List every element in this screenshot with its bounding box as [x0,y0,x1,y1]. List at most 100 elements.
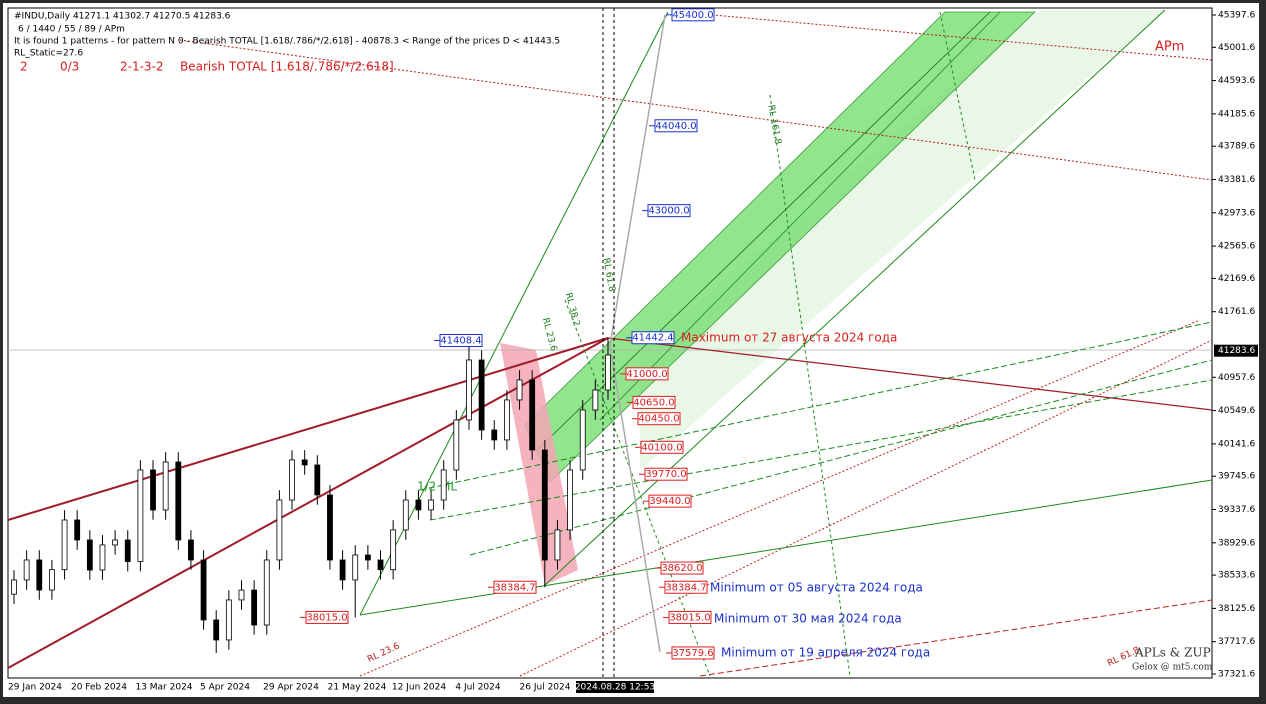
price-label: 38015.0 [669,612,710,623]
candle-body [440,469,447,501]
y-tick-label: 45001.6 [1218,43,1255,53]
candle-body [503,399,510,441]
candle-body [225,599,232,641]
x-tick-label: 5 Apr 2024 [200,683,250,693]
price-label-box [632,395,676,409]
y-tick-label: 40141.6 [1218,439,1255,449]
candle-body [377,559,384,571]
price-label-box [305,610,349,624]
price-label: 44040.0 [655,121,696,132]
candle-body [516,379,523,401]
price-label-box [654,119,698,133]
y-tick-label: 44593.6 [1218,76,1255,86]
candle-body [23,559,30,581]
candle-body [61,519,68,571]
price-label-box [648,494,692,508]
candle-body [238,589,245,601]
symbol-line: #INDU,Daily 41271.1 41302.7 41270.5 4128… [14,12,231,22]
pattern-code: 2-1-3-2 [120,60,164,74]
candle-body [554,529,561,561]
price-label-box [640,440,684,454]
price-label: 40650.0 [633,397,674,408]
current-price-label: 41283.6 [1218,346,1255,356]
candle-body [162,461,169,511]
candle-body [541,449,548,561]
price-label: 39440.0 [649,496,690,507]
y-tick-label: 41761.6 [1218,307,1255,317]
y-tick-label: 40549.6 [1218,406,1255,416]
x-tick-label: 20 Feb 2024 [71,683,127,693]
overlays [7,8,1213,678]
candle-body [415,499,422,511]
candle-body [49,569,55,591]
candle-body [289,459,295,501]
x-tick-label: 26 Jul 2024 [520,683,571,693]
settings-line: 6 / 1440 / 55 / 89 / APm [18,25,125,35]
price-label: 40450.0 [638,414,679,425]
candle-body [124,539,131,562]
brand: APLs & ZUP [1134,646,1211,660]
candle-body [402,499,409,531]
candle-body [314,464,321,496]
candle-body [200,559,207,621]
price-label: 45400.0 [672,10,713,21]
y-tick-label: 43789.6 [1218,142,1255,152]
candle-body [188,539,194,561]
price-label-box [664,580,708,594]
candle-body [36,559,43,591]
price-label: 37579.6 [672,648,713,659]
y-tick-label: 42973.6 [1218,208,1255,218]
x-tick-label: 21 May 2024 [328,683,387,693]
candle-body [327,494,333,561]
candle-body [491,429,498,441]
annotation: Minimum от 30 мая 2024 года [714,612,902,626]
annotation: 1/2 ML [417,480,457,494]
price-label-box [647,204,691,218]
pattern-line: It is found 1 patterns - for pattern N 0… [14,37,560,47]
candle-body [175,461,182,541]
price-label-box [671,646,715,660]
x-tick-label: 12 Jun 2024 [392,683,446,693]
price-label-box [671,8,715,22]
y-tick-label: 38929.6 [1218,538,1255,548]
candle-body [276,499,283,561]
candle-body [251,589,258,626]
price-label: 43000.0 [648,206,689,217]
price-label: 41408.4 [440,336,481,347]
y-tick-label: 39337.6 [1218,505,1255,515]
pattern-name: Bearish TOTAL [1.618/.786/*/2.618] [180,60,394,74]
candle-body [567,469,573,531]
price-label-box [668,610,712,624]
y-tick-label: 37717.6 [1218,637,1255,647]
candle-body [466,359,472,421]
price-label: 41442.4 [632,333,673,344]
y-tick-label: 37321.6 [1218,670,1255,680]
candle-body [592,389,599,411]
candle-body [112,539,119,546]
y-tick-label: 42565.6 [1218,242,1255,252]
price-label: 40100.0 [641,442,682,453]
candle-body [390,529,397,571]
price-label-box [631,331,675,345]
y-tick-label: 42169.6 [1218,274,1255,284]
annotation: Minimum от 05 августа 2024 года [710,581,923,595]
candle-body [11,579,17,595]
price-label: 38384.7 [494,582,535,593]
price-label: 39770.0 [645,469,686,480]
y-tick-label: 38533.6 [1218,571,1255,581]
candle-body [86,539,93,571]
price-label-box [625,367,669,381]
price-label-box [493,580,537,594]
site: Gelox @ mt5.com [1132,663,1213,673]
pattern-count: 0/3 [60,60,79,74]
y-tick-label: 43381.6 [1218,175,1255,185]
candle-body [74,519,81,541]
candle-body [478,359,485,431]
candle-body [150,469,156,511]
price-label: 38015.0 [306,612,347,623]
annotation: Minimum от 19 апреля 2024 года [721,646,930,660]
x-tick-label: 13 Mar 2024 [135,683,192,693]
y-tick-label: 45397.6 [1218,10,1255,20]
y-tick-label: 38125.6 [1218,604,1255,614]
candle-body [579,409,586,471]
